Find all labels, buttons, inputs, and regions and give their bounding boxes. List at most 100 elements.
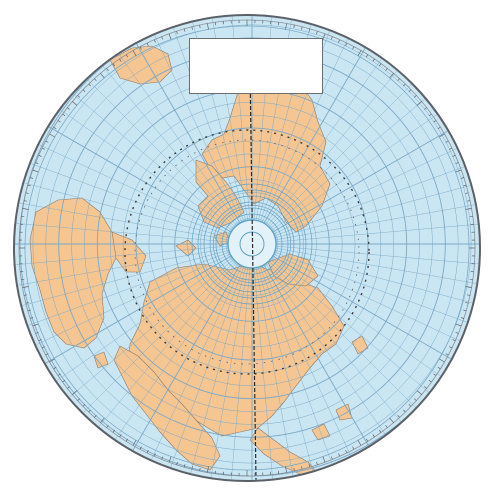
rim-tick <box>397 414 400 418</box>
meridian-line <box>261 16 363 223</box>
rim-tick <box>112 63 115 67</box>
rim-tick <box>439 133 445 138</box>
meridian-line <box>275 249 479 312</box>
rim-tick <box>168 33 172 40</box>
rim-tick <box>357 440 362 446</box>
rim-ticks <box>19 20 475 476</box>
rim-tick <box>100 417 105 423</box>
outer-rim <box>13 14 481 482</box>
rim-tick <box>67 107 70 110</box>
rim-tick <box>207 466 209 473</box>
rim-tick <box>168 456 172 463</box>
rim-tick <box>397 78 400 82</box>
rim-tick <box>49 133 55 138</box>
rim-tick <box>88 409 91 413</box>
rim-tick <box>32 323 39 327</box>
rim-tick <box>146 450 149 454</box>
rim-tick <box>32 169 39 173</box>
rim-tick <box>439 358 445 363</box>
rim-tick <box>119 58 122 62</box>
rim-tick <box>41 346 45 349</box>
rim-tick <box>449 346 453 349</box>
title-line-2 <box>194 50 318 58</box>
meridian-line <box>184 267 247 480</box>
meridian-line <box>268 60 436 228</box>
rim-tick <box>106 425 109 428</box>
rim-tick <box>161 36 164 40</box>
meridian-line <box>15 176 229 239</box>
rim-tick <box>207 23 209 30</box>
rim-tick <box>45 140 49 143</box>
rim-tick <box>199 468 201 472</box>
rim-tick <box>452 339 456 342</box>
rim-tick <box>176 31 178 35</box>
rim-tick <box>455 162 459 165</box>
meridian-line <box>275 176 479 239</box>
rim-tick <box>30 317 34 319</box>
meridian-line <box>121 264 241 470</box>
meridian-line <box>38 94 233 231</box>
rim-tick <box>191 466 193 470</box>
meridian-line <box>68 260 236 428</box>
meridian-line <box>272 113 478 233</box>
meridian-line <box>275 245 479 267</box>
rim-tick <box>57 373 61 376</box>
rim-tick <box>77 95 81 98</box>
meridian-line <box>84 262 237 444</box>
rim-tick <box>35 331 39 334</box>
meridian-line <box>52 76 234 229</box>
meridian-line <box>15 245 229 267</box>
rim-tick <box>22 208 29 210</box>
rim-tick <box>41 147 45 150</box>
meridian-line <box>255 267 298 480</box>
rim-tick <box>316 461 318 465</box>
rim-tick <box>176 461 178 465</box>
rim-tick <box>365 438 369 442</box>
tick-ring-inner <box>134 139 360 365</box>
rim-tick <box>379 63 382 67</box>
rim-tick <box>132 440 137 446</box>
rim-tick <box>45 353 49 356</box>
rim-tick <box>38 154 42 157</box>
meridian-line <box>38 257 233 394</box>
meridian-line <box>273 253 479 355</box>
rim-tick <box>27 184 31 187</box>
rim-tick <box>460 177 464 179</box>
rim-tick <box>467 200 471 202</box>
rim-tick <box>23 200 27 202</box>
meridian-line <box>15 247 229 290</box>
meridian-line <box>263 18 383 224</box>
rim-tick <box>437 126 441 130</box>
meridian-line <box>102 30 239 225</box>
rim-tick <box>338 39 341 43</box>
meridian-line <box>141 265 243 480</box>
rim-tick <box>106 68 109 71</box>
rim-tick <box>465 302 469 304</box>
rim-tick <box>146 42 149 46</box>
rim-tick <box>30 177 34 179</box>
rim-tick <box>139 446 142 450</box>
rim-tick <box>112 429 115 433</box>
rim-tick <box>62 380 66 383</box>
rim-tick <box>132 50 137 56</box>
rim-tick <box>119 434 122 438</box>
meridian-line <box>259 16 342 222</box>
rim-tick <box>183 464 186 468</box>
rim-tick <box>352 446 355 450</box>
rim-tick <box>191 26 193 30</box>
meridian-line <box>271 257 466 394</box>
meridian-line <box>267 262 420 444</box>
meridian-line <box>15 198 229 241</box>
rim-tick <box>460 317 464 319</box>
rim-tick <box>322 456 326 463</box>
meridian-line <box>274 251 479 334</box>
meridian-line <box>265 263 402 458</box>
rim-tick <box>301 466 303 470</box>
rim-tick <box>433 120 437 123</box>
rim-tick <box>455 323 462 327</box>
rim-tick <box>82 404 86 407</box>
rim-tick <box>416 390 422 395</box>
rim-tick <box>330 456 333 460</box>
rim-tick <box>38 339 42 342</box>
rim-tick <box>125 54 129 58</box>
